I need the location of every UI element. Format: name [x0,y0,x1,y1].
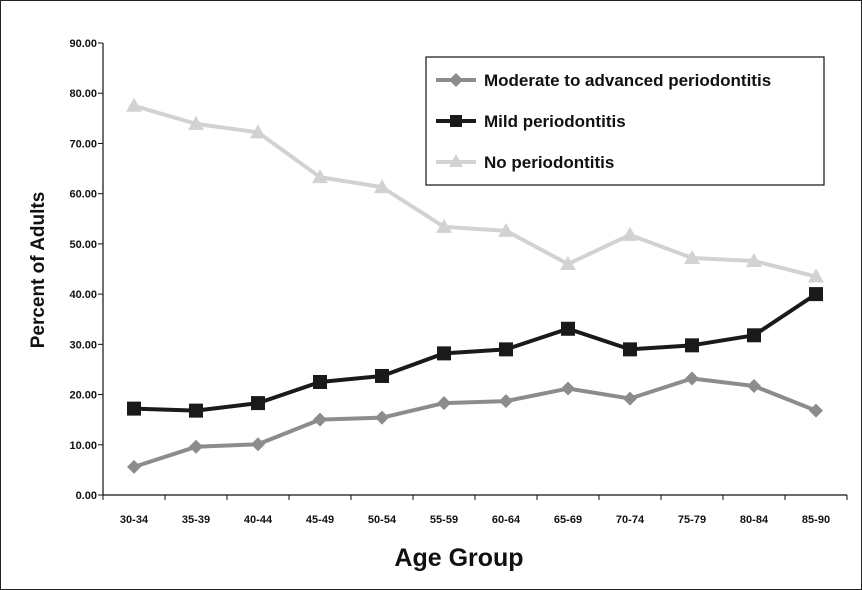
series-line [133,292,818,413]
y-tick-label: 30.00 [69,339,97,351]
data-point-square [189,403,203,418]
y-tick-label: 60.00 [69,189,97,201]
y-tick-label: 40.00 [69,289,97,301]
data-point-square [623,342,637,357]
data-point-triangle [126,97,142,112]
data-point-square [809,287,823,302]
data-point-triangle [684,249,700,264]
legend-marker-diamond [449,73,463,87]
legend-item-none: No periodontitis [436,153,614,172]
data-point-square [685,338,699,353]
x-tick-label: 75-79 [678,514,706,526]
x-tick-label: 35-39 [182,514,210,526]
data-point-square [437,346,451,361]
x-tick-label: 45-49 [306,514,334,526]
series-line [133,103,817,279]
x-tick-label: 40-44 [244,514,273,526]
data-point-square [251,396,265,411]
y-tick-label: 10.00 [69,440,97,452]
legend-label: No periodontitis [484,153,614,172]
x-tick-label: 70-74 [616,514,645,526]
legend: Moderate to advanced periodontitis Mild … [425,56,825,186]
data-point-diamond [685,371,699,386]
y-tick-label: 80.00 [69,88,97,100]
data-point-square [561,321,575,336]
series-line [133,376,817,469]
data-point-triangle [188,115,204,130]
y-tick-label: 90.00 [69,38,97,50]
data-point-diamond [437,396,451,411]
legend-item-mild: Mild periodontitis [436,112,626,131]
data-point-diamond [499,394,513,409]
legend-item-moderate: Moderate to advanced periodontitis [436,71,771,90]
axes: 0.00 10.00 20.00 30.00 40.00 50.00 60.00 70.00 8… [69,38,848,526]
data-point-triangle [250,124,266,139]
data-point-diamond [747,379,761,394]
data-point-diamond [251,437,265,452]
x-tick-label: 55-59 [430,514,458,526]
legend-label: Mild periodontitis [484,112,626,131]
legend-box [425,56,825,186]
x-tick-label: 80-84 [740,514,769,526]
x-tick-label: 50-54 [368,514,397,526]
legend-marker-square [450,115,462,127]
data-point-triangle [498,222,514,237]
y-axis-label: Percent of Adults [28,192,49,349]
x-tick-label: 60-64 [492,514,521,526]
x-tick-label: 30-34 [120,514,149,526]
x-tick-label: 65-69 [554,514,582,526]
y-tick-label: 70.00 [69,138,97,150]
data-point-triangle [374,179,390,194]
data-point-triangle [746,252,762,267]
data-point-triangle [312,169,328,184]
data-point-diamond [561,381,575,396]
data-point-triangle [622,226,638,241]
x-tick-label: 85-90 [802,514,830,526]
data-point-square [375,368,389,383]
data-point-square [127,401,141,416]
data-point-triangle [808,268,824,283]
series-layer [126,97,824,474]
x-axis-label: Age Group [394,544,523,572]
data-point-diamond [375,410,389,425]
data-point-square [747,328,761,343]
data-point-square [499,342,513,357]
series-diamond [127,371,823,474]
data-point-triangle [436,218,452,233]
data-point-diamond [127,459,141,474]
legend-label: Moderate to advanced periodontitis [484,71,771,90]
data-point-diamond [189,439,203,454]
series-square [127,287,823,418]
data-point-triangle [560,255,576,270]
legend-marker-triangle [449,154,463,167]
data-point-diamond [809,403,823,418]
y-tick-label: 50.00 [69,239,97,251]
y-tick-label: 20.00 [69,390,97,402]
data-point-square [313,375,327,389]
data-point-diamond [313,412,327,427]
data-point-diamond [623,391,637,406]
series-triangle [126,97,824,283]
y-tick-label: 0.00 [76,490,97,502]
